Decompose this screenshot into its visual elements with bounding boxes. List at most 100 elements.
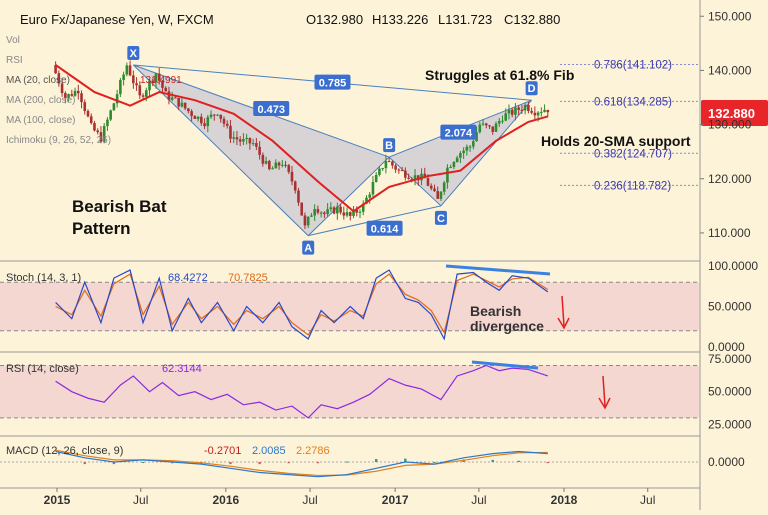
bat-ratio-box (440, 124, 477, 140)
price-candle-body (193, 116, 197, 119)
price-candle-body (507, 109, 511, 114)
annotation-bearish-bat-2: Pattern (72, 219, 131, 238)
last-price-badge (701, 100, 768, 126)
bat-vertex-marker (127, 46, 140, 60)
price-candle-body (475, 132, 478, 142)
macd-line (55, 450, 548, 478)
price-candle-body (459, 153, 462, 158)
price-candle-body (326, 209, 329, 215)
price-candle-body (167, 91, 171, 100)
macd-title: MACD (12, 26, close, 9) (6, 445, 123, 457)
price-candle-body (329, 207, 333, 210)
price-candle-body (514, 107, 517, 115)
price-candle-body (413, 175, 417, 180)
time-axis-tick-label: Jul (640, 493, 655, 507)
price-candle-body (520, 109, 524, 111)
price-candle-body (268, 160, 271, 170)
price-axis-tick-label: 140.000 (708, 63, 752, 77)
price-candle-body (93, 123, 96, 131)
chart-symbol-title: Euro Fx/Japanese Yen, W, FXCM (20, 12, 214, 27)
price-candle-body (374, 174, 378, 182)
price-axis-tick-label: 130.000 (708, 118, 752, 132)
price-candle-body (306, 216, 310, 226)
price-candle-body (336, 206, 339, 214)
bat-vertex-marker (525, 81, 538, 96)
price-candle-body (96, 130, 100, 133)
price-candle-body (154, 73, 158, 83)
rsi-axis-tick-label: 75.0000 (708, 352, 752, 366)
ohlc-close: C132.880 (504, 12, 560, 27)
ohlc-high: H133.226 (372, 12, 428, 27)
price-candle-body (180, 102, 184, 107)
price-candle-body (60, 83, 64, 94)
price-candle-body (533, 112, 537, 116)
bat-ratio-box (253, 101, 290, 117)
price-candle-body (106, 119, 109, 126)
price-candle-body (122, 74, 125, 81)
price-candle-body (83, 102, 87, 112)
stoch-k-value: 68.4272 (168, 272, 208, 284)
price-candle-body (80, 93, 83, 103)
macd-histogram-bar (141, 462, 145, 463)
stoch-axis-tick-label: 100.0000 (708, 259, 758, 273)
price-candle-body (54, 65, 57, 74)
price-candle-body (358, 211, 362, 213)
price-candle-body (546, 109, 550, 113)
rsi-axis-tick-label: 25.0000 (708, 417, 752, 431)
macd-histogram-bar (345, 461, 349, 463)
price-candle-body (119, 80, 122, 95)
price-candle-body (319, 212, 323, 214)
fib-level-label: 0.786(141.102) (594, 59, 672, 71)
price-candle-body (391, 161, 394, 166)
rsi-down-arrow-head (598, 397, 611, 410)
macd-histogram-bar (546, 462, 550, 464)
price-candle-body (339, 206, 342, 213)
price-candle-body (446, 167, 449, 183)
rsi-axis-tick-label: 50.0000 (708, 385, 752, 399)
price-candle-body (248, 137, 252, 144)
price-candle-body (86, 111, 90, 117)
macd-histogram-bar (287, 462, 290, 464)
price-candle-body (323, 212, 326, 215)
price-axis-tick-label: 150.000 (708, 9, 752, 23)
price-candle-body (543, 109, 546, 112)
stoch-d-line (55, 273, 549, 336)
price-candle-body (206, 117, 210, 127)
price-candle-body (404, 170, 407, 178)
price-candle-body (540, 111, 543, 113)
stoch-down-arrow-head (557, 317, 570, 330)
price-candle-body (303, 215, 307, 226)
price-candle-body (271, 168, 274, 170)
price-candle-body (284, 164, 287, 166)
price-candle-body (151, 80, 155, 83)
price-candle-body (481, 123, 485, 125)
price-candle-body (365, 197, 368, 204)
price-candle-body (530, 110, 533, 113)
ohlc-low: L131.723 (438, 12, 492, 27)
price-candle-body (187, 108, 190, 112)
price-candle-body (219, 114, 223, 119)
price-candle-body (536, 112, 540, 116)
ohlc-open: O132.980 (306, 12, 363, 27)
price-candle-body (196, 116, 200, 119)
price-candle-body (394, 165, 397, 170)
price-candle-body (183, 102, 187, 109)
rsi-title: RSI (14, close) (6, 363, 79, 375)
price-candle-body (242, 139, 245, 142)
price-candle-body (222, 118, 226, 124)
price-candle-body (109, 110, 112, 120)
price-candle-body (235, 137, 239, 140)
price-candle-body (468, 146, 472, 148)
price-candle-body (280, 164, 284, 166)
price-candle-body (89, 116, 93, 124)
price-candle-body (174, 97, 177, 99)
annotation-bearish-bat-1: Bearish Bat (72, 197, 167, 216)
time-axis-tick-label: 2016 (212, 493, 239, 507)
stoch-axis-tick-label: 0.0000 (708, 340, 745, 354)
price-candle-body (232, 137, 236, 139)
price-candle-body (517, 107, 520, 110)
bat-vertex-label: A (304, 243, 312, 255)
rsi-line (55, 364, 549, 419)
